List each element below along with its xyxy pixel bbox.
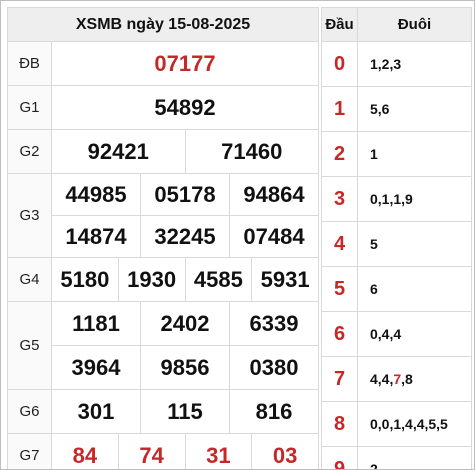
duoi-cell: 1: [357, 131, 472, 177]
dau-cell: 9: [321, 446, 358, 469]
duoi-cell: 5: [357, 221, 472, 267]
dau-cell: 2: [321, 131, 358, 177]
highlighted-tail: 7: [393, 371, 402, 387]
g7-number: 31: [184, 433, 253, 469]
g3-number: 14874: [51, 215, 141, 258]
g3-number: 94864: [229, 173, 319, 216]
g5-number: 2402: [140, 301, 230, 346]
duoi-cell: 0,4,4: [357, 311, 472, 357]
g4-number: 4585: [184, 257, 253, 302]
dau-cell: 0: [321, 41, 358, 87]
duoi-cell: 5,6: [357, 86, 472, 132]
table-title: XSMB ngày 15-08-2025: [7, 7, 319, 42]
g2-number: 71460: [184, 129, 319, 174]
prize-label-g6: G6: [7, 389, 52, 434]
duoi-cell: 0,0,1,4,4,5,5: [357, 401, 472, 447]
g5-number: 1181: [51, 301, 141, 346]
g7-number: 03: [251, 433, 319, 469]
dau-cell: 7: [321, 356, 358, 402]
prize-label-g4: G4: [7, 257, 52, 302]
dau-header: Đầu: [321, 7, 358, 42]
special-prize-number: 07177: [51, 41, 319, 86]
g3-number: 07484: [229, 215, 319, 258]
prize-label-g2: G2: [7, 129, 52, 174]
prize-label-g7: G7: [7, 433, 52, 469]
g5-number: 0380: [229, 345, 319, 390]
prize-label-g3: G3: [7, 173, 52, 258]
prize-label-g5: G5: [7, 301, 52, 390]
g4-number: 1930: [117, 257, 186, 302]
g5-number: 9856: [140, 345, 230, 390]
g4-number: 5180: [51, 257, 119, 302]
g2-number: 92421: [51, 129, 186, 174]
dau-cell: 8: [321, 401, 358, 447]
g6-number: 301: [51, 389, 141, 434]
duoi-cell: 2: [357, 446, 472, 469]
duoi-cell: 6: [357, 266, 472, 312]
dau-cell: 1: [321, 86, 358, 132]
g4-number: 5931: [251, 257, 319, 302]
g3-number: 44985: [51, 173, 141, 216]
g5-number: 3964: [51, 345, 141, 390]
g7-number: 74: [117, 433, 186, 469]
prize-label-db: ĐB: [7, 41, 52, 86]
g3-number: 32245: [140, 215, 230, 258]
dau-cell: 4: [321, 221, 358, 267]
g3-number: 05178: [140, 173, 230, 216]
duoi-cell: 0,1,1,9: [357, 176, 472, 222]
prize-table: XSMB ngày 15-08-2025 ĐB 07177 G1 54892 G…: [7, 7, 319, 469]
duoi-cell: 1,2,3: [357, 41, 472, 87]
prize-label-g1: G1: [7, 85, 52, 130]
g6-number: 816: [229, 389, 319, 434]
duoi-cell: 4,4,7,8: [357, 356, 472, 402]
g5-number: 6339: [229, 301, 319, 346]
g7-number: 84: [51, 433, 119, 469]
duoi-header: Đuôi: [357, 7, 472, 42]
dau-cell: 5: [321, 266, 358, 312]
dau-cell: 6: [321, 311, 358, 357]
g6-number: 115: [140, 389, 230, 434]
dau-cell: 3: [321, 176, 358, 222]
g1-number: 54892: [51, 85, 319, 130]
